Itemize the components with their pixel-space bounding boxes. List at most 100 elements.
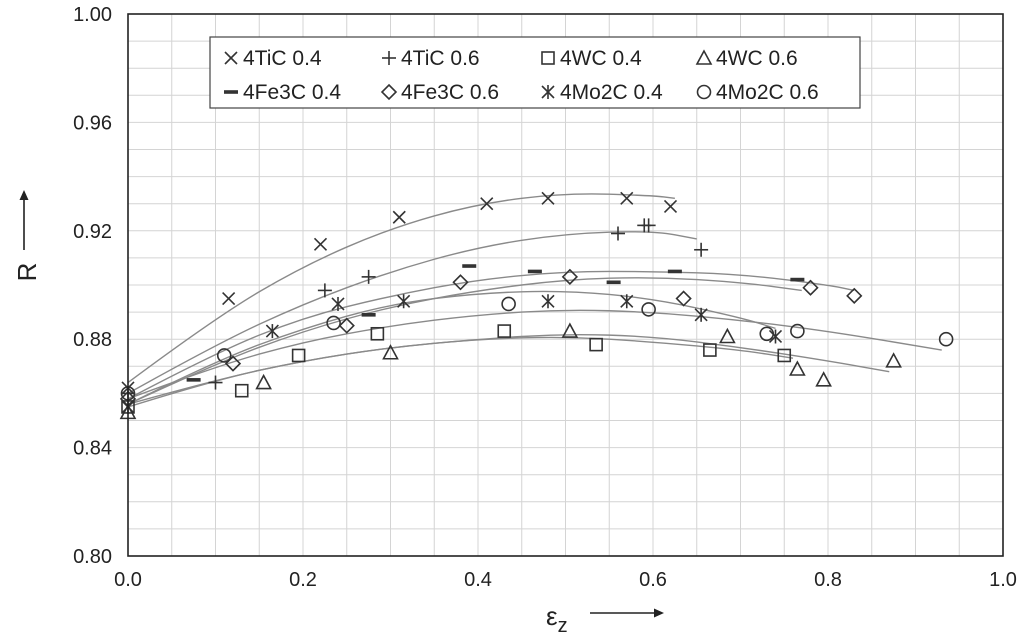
legend-entry-label: 4Mo2C 0.4 (560, 81, 663, 104)
data-point-series-1 (392, 210, 406, 224)
x-tick-label: 0.8 (814, 569, 842, 591)
x-axis-label-arrowhead (654, 608, 664, 618)
data-point-series-5 (361, 313, 376, 317)
data-point-series-7 (694, 307, 708, 322)
data-point-series-4 (815, 371, 832, 387)
legend-marker (224, 90, 238, 94)
legend-marker (382, 51, 396, 65)
data-point-series-6 (338, 317, 355, 334)
legend-marker (695, 49, 713, 65)
x-tick-label: 0.2 (289, 569, 317, 591)
data-point-series-2 (361, 269, 376, 284)
data-point-series-5 (790, 277, 805, 282)
data-point-series-1 (620, 191, 634, 205)
legend-box (209, 36, 861, 109)
x-tick-label: 0.4 (464, 569, 492, 591)
data-point-series-3 (234, 383, 249, 398)
axes (127, 13, 1004, 557)
data-markers (119, 191, 954, 420)
legend-marker (224, 51, 238, 65)
x-tick-label: 1.0 (989, 569, 1017, 591)
legend-entry-label: 4Fe3C 0.4 (243, 81, 341, 104)
data-point-series-7 (541, 294, 555, 309)
legend-entry-label: 4WC 0.6 (716, 47, 798, 70)
y-tick-label: 1.00 (73, 4, 112, 26)
data-point-series-4 (885, 352, 902, 368)
y-tick-label: 0.80 (73, 546, 112, 568)
y-axis-label-arrowhead (19, 190, 29, 200)
data-point-series-5 (527, 269, 542, 274)
data-point-series-2 (611, 226, 625, 241)
data-point-series-7 (331, 296, 345, 311)
fit-curve-series-3 (127, 336, 794, 405)
data-point-series-4 (719, 327, 736, 344)
plot-frame (127, 13, 1004, 557)
data-point-series-8 (790, 323, 805, 339)
data-point-series-2 (208, 375, 223, 390)
data-point-series-8 (759, 326, 775, 342)
data-point-series-3 (291, 348, 306, 363)
data-point-series-3 (589, 337, 603, 352)
fit-curve-series-5 (127, 277, 802, 405)
data-point-series-2 (317, 283, 332, 298)
data-point-series-4 (255, 373, 272, 390)
data-point-series-1 (480, 197, 494, 211)
legend-entry-label: 4Mo2C 0.6 (716, 81, 819, 104)
y-tick-label: 0.92 (73, 221, 112, 243)
x-tick-label: 0.6 (639, 569, 667, 591)
data-point-series-1 (222, 291, 236, 306)
legend-entry-label: 4TiC 0.4 (243, 47, 322, 70)
x-tick-label: 0.0 (114, 569, 142, 591)
legend-marker (696, 84, 712, 100)
data-point-series-5 (462, 264, 477, 268)
data-point-series-8 (326, 315, 341, 331)
data-point-series-4 (561, 322, 579, 338)
data-point-series-6 (802, 279, 819, 296)
legend-marker (380, 83, 398, 101)
legend-entry-label: 4TiC 0.6 (401, 47, 480, 70)
fit-curve-series-1 (127, 193, 675, 384)
data-point-series-7 (620, 294, 634, 309)
data-point-series-3 (703, 343, 717, 357)
data-point-series-6 (452, 274, 469, 291)
fit-curve-series-6 (127, 270, 855, 400)
data-point-series-6 (675, 290, 692, 307)
data-point-series-3 (497, 324, 512, 338)
data-point-series-8 (641, 302, 656, 317)
fit-curve-series-8 (127, 309, 942, 400)
legend: 4TiC 0.4 4TiC 0.6 4WC 0.4 4WC 0.6 4Fe3C 0.4 4… (209, 36, 861, 109)
legend-marker (541, 51, 555, 65)
fit-curves (127, 193, 942, 408)
y-tick-label: 0.96 (73, 112, 112, 134)
data-point-series-4 (789, 360, 806, 376)
data-point-series-1 (313, 237, 328, 251)
data-point-series-5 (186, 378, 201, 382)
fit-curve-series-7 (127, 290, 776, 405)
data-point-series-8 (216, 348, 232, 363)
data-point-series-8 (501, 296, 516, 312)
tick-labels: 0.0 0.2 0.4 0.6 0.8 1.0 0.80 0.84 0.88 0.92 0.96 1.… (73, 4, 1017, 591)
data-point-series-8 (938, 331, 954, 347)
data-point-series-6 (846, 287, 863, 304)
data-point-series-2 (694, 242, 709, 257)
data-point-series-7 (768, 329, 783, 344)
data-point-series-3 (777, 348, 792, 363)
data-point-series-7 (397, 294, 411, 309)
data-point-series-3 (370, 326, 385, 341)
x-axis-label-main: ε (546, 601, 558, 631)
data-point-series-2 (641, 218, 656, 233)
y-tick-label: 0.84 (73, 438, 112, 460)
data-point-series-5 (606, 280, 621, 285)
x-axis-label-subscript: z (558, 615, 568, 637)
data-point-series-1 (541, 191, 555, 205)
legend-entry-label: 4Fe3C 0.6 (401, 81, 499, 104)
y-tick-label: 0.88 (73, 329, 112, 351)
x-axis-label: εz (546, 601, 568, 637)
data-point-series-1 (663, 199, 678, 213)
data-point-series-5 (667, 269, 682, 274)
fit-curve-series-2 (127, 231, 697, 395)
data-point-series-4 (382, 344, 399, 360)
legend-marker (541, 85, 555, 99)
fit-curve-series-4 (127, 333, 890, 408)
